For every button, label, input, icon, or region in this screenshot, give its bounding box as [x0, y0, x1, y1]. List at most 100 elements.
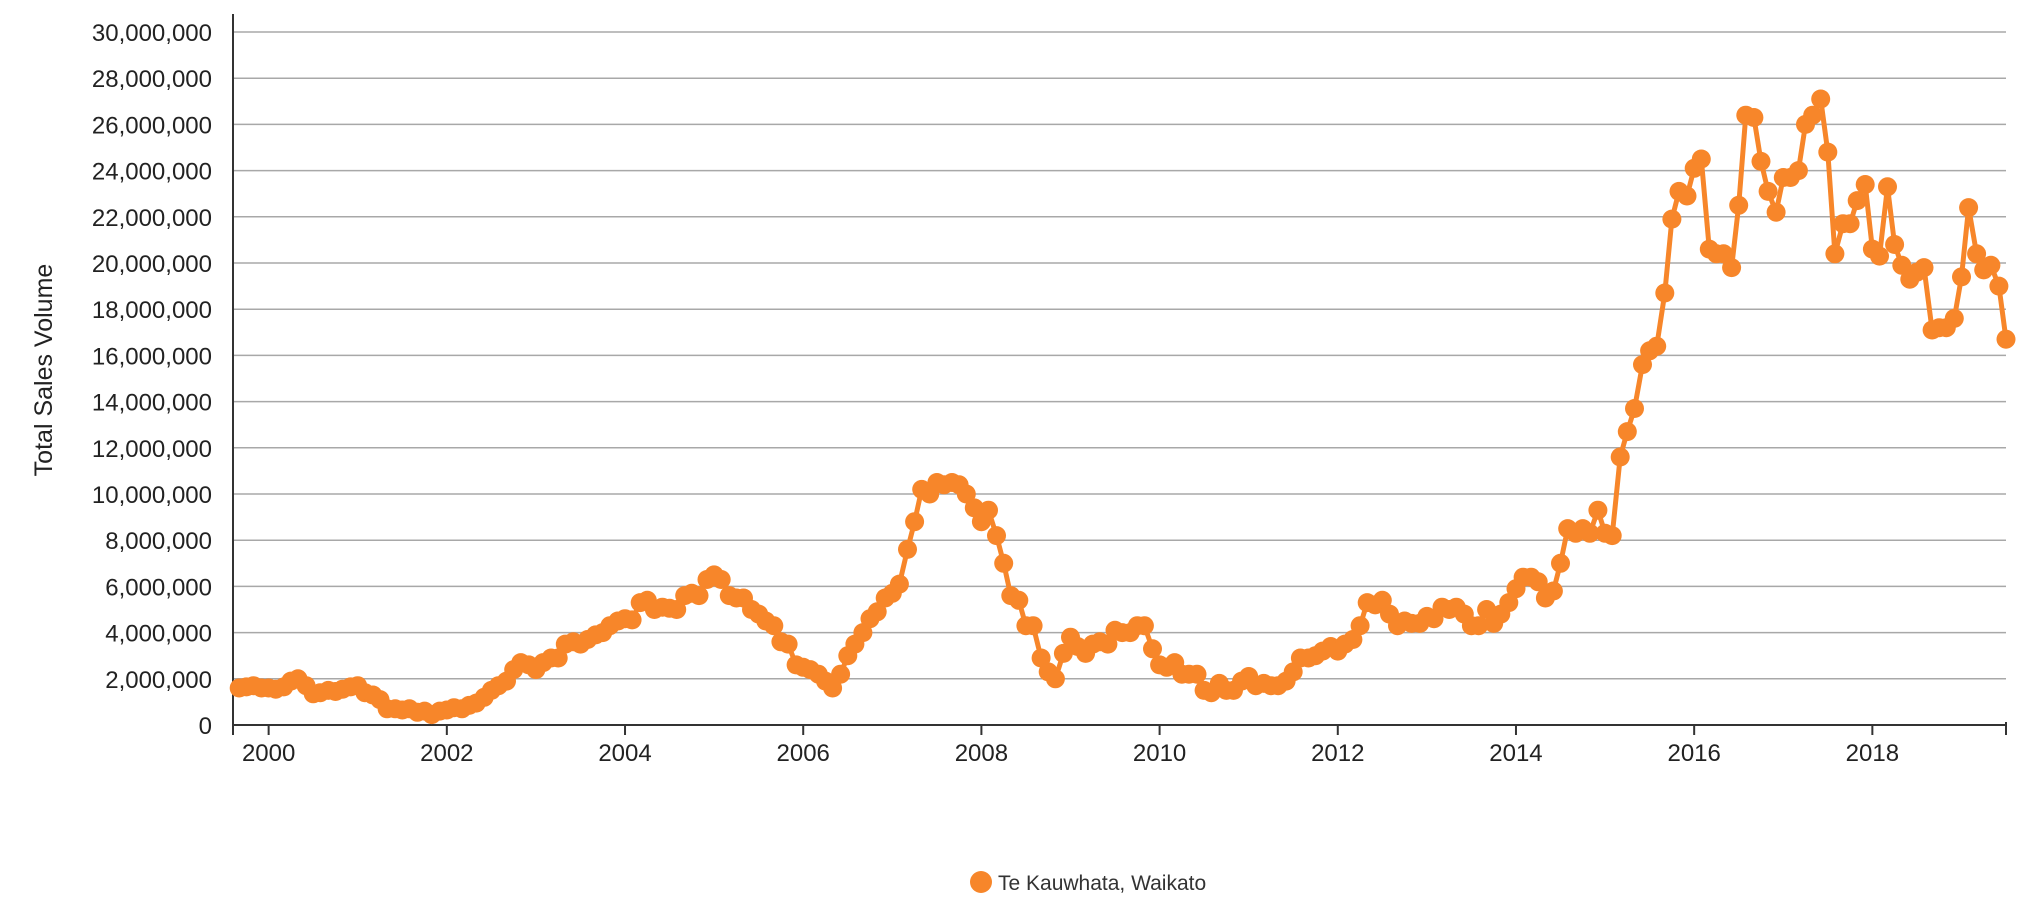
- gridlines: [233, 31, 2006, 680]
- data-point[interactable]: [898, 539, 917, 559]
- x-tick-label: 2016: [1667, 740, 1720, 767]
- data-point[interactable]: [1996, 329, 2016, 349]
- data-point[interactable]: [711, 570, 731, 589]
- y-tick-label: 22,000,000: [92, 205, 212, 232]
- data-point[interactable]: [1625, 399, 1644, 418]
- data-point[interactable]: [1803, 105, 1823, 125]
- data-point[interactable]: [764, 616, 784, 636]
- legend-label: Te Kauwhata, Waikato: [998, 872, 1206, 895]
- data-point[interactable]: [831, 664, 851, 684]
- data-point[interactable]: [1944, 308, 1964, 328]
- data-point[interactable]: [1847, 191, 1867, 211]
- y-tick-label: 18,000,000: [92, 297, 212, 324]
- data-point[interactable]: [905, 512, 925, 532]
- x-axis: 2000 2002 2004 2006 2008 2010 2012 2014 2016 2018: [232, 722, 2007, 767]
- data-point[interactable]: [1825, 244, 1845, 264]
- data-point[interactable]: [1350, 616, 1370, 636]
- data-point[interactable]: [979, 500, 998, 520]
- data-point[interactable]: [1009, 590, 1029, 610]
- data-point[interactable]: [1855, 175, 1875, 194]
- data-point[interactable]: [1662, 209, 1682, 229]
- data-point[interactable]: [1751, 151, 1771, 171]
- y-tick-label: 4,000,000: [105, 621, 212, 648]
- data-point[interactable]: [1811, 89, 1831, 109]
- data-point[interactable]: [1528, 572, 1548, 592]
- data-point[interactable]: [1551, 553, 1570, 573]
- data-point[interactable]: [1543, 581, 1563, 601]
- y-tick-label: 12,000,000: [92, 436, 212, 463]
- data-point[interactable]: [1959, 198, 1979, 218]
- data-point[interactable]: [867, 602, 887, 622]
- x-tick-label: 2008: [955, 740, 1008, 767]
- data-point[interactable]: [889, 574, 909, 594]
- y-tick-label: 2,000,000: [105, 667, 212, 694]
- data-point[interactable]: [1053, 643, 1073, 663]
- y-tick-label: 10,000,000: [92, 482, 212, 509]
- y-tick-label: 8,000,000: [105, 528, 212, 555]
- data-point[interactable]: [1878, 177, 1897, 197]
- data-point[interactable]: [1722, 258, 1742, 278]
- legend[interactable]: Te Kauwhata, Waikato: [970, 871, 1206, 895]
- y-tick-label: 26,000,000: [92, 112, 212, 139]
- data-point[interactable]: [956, 484, 976, 504]
- data-point[interactable]: [1840, 214, 1860, 234]
- y-axis-title: Total Sales Volume: [30, 264, 58, 477]
- data-point[interactable]: [1967, 244, 1987, 264]
- data-point[interactable]: [994, 553, 1014, 573]
- series-layer: [229, 89, 2016, 725]
- y-tick-label: 28,000,000: [92, 66, 212, 93]
- y-tick-label: 6,000,000: [105, 574, 212, 601]
- data-point[interactable]: [1617, 422, 1637, 442]
- data-point[interactable]: [1588, 500, 1608, 520]
- data-point[interactable]: [1989, 276, 2009, 296]
- data-point[interactable]: [1023, 616, 1043, 636]
- data-point[interactable]: [1758, 181, 1778, 201]
- data-point[interactable]: [1885, 235, 1905, 254]
- y-tick-label: 20,000,000: [92, 251, 212, 278]
- series-line: [238, 96, 2009, 718]
- x-tick-label: 2002: [420, 740, 473, 767]
- data-point[interactable]: [1045, 669, 1065, 689]
- data-point[interactable]: [1143, 639, 1162, 659]
- y-tick-label: 24,000,000: [92, 159, 212, 186]
- data-point[interactable]: [1602, 526, 1622, 546]
- data-point[interactable]: [1981, 255, 2001, 275]
- x-tick-label: 2004: [598, 740, 651, 767]
- data-point[interactable]: [1914, 258, 1934, 278]
- data-point[interactable]: [778, 634, 798, 654]
- x-tick-label: 2012: [1311, 740, 1364, 767]
- data-point[interactable]: [1952, 267, 1971, 287]
- y-tick-label: 14,000,000: [92, 390, 212, 417]
- data-point[interactable]: [1870, 246, 1889, 266]
- data-point[interactable]: [1766, 202, 1786, 222]
- data-point[interactable]: [622, 610, 642, 630]
- data-point[interactable]: [689, 586, 709, 606]
- data-point[interactable]: [1818, 142, 1838, 162]
- data-point[interactable]: [1677, 186, 1697, 206]
- data-point[interactable]: [1655, 283, 1675, 303]
- y-tick-label: 30,000,000: [92, 20, 212, 47]
- y-axis-tick-labels: 0 2,000,000 4,000,000 6,000,000 8,000,000 10,…: [92, 20, 212, 740]
- data-point[interactable]: [1691, 149, 1711, 169]
- data-point[interactable]: [823, 678, 843, 698]
- data-point[interactable]: [1187, 664, 1207, 684]
- data-point[interactable]: [1580, 523, 1600, 543]
- data-point[interactable]: [1744, 108, 1764, 127]
- y-tick-label: 0: [199, 713, 212, 740]
- data-point[interactable]: [667, 600, 687, 619]
- data-point[interactable]: [1729, 195, 1749, 215]
- data-point[interactable]: [1892, 255, 1912, 275]
- data-point[interactable]: [1647, 336, 1667, 356]
- x-tick-label: 2014: [1489, 740, 1542, 767]
- data-point[interactable]: [1788, 161, 1808, 181]
- data-point[interactable]: [1134, 616, 1154, 636]
- data-point[interactable]: [1469, 616, 1489, 636]
- x-tick-label: 2010: [1133, 740, 1186, 767]
- x-tick-label: 2000: [242, 740, 295, 767]
- data-point[interactable]: [987, 526, 1006, 546]
- x-tick-label: 2006: [777, 740, 830, 767]
- data-point[interactable]: [1714, 244, 1734, 264]
- legend-marker: [970, 871, 992, 893]
- data-point[interactable]: [1610, 447, 1630, 467]
